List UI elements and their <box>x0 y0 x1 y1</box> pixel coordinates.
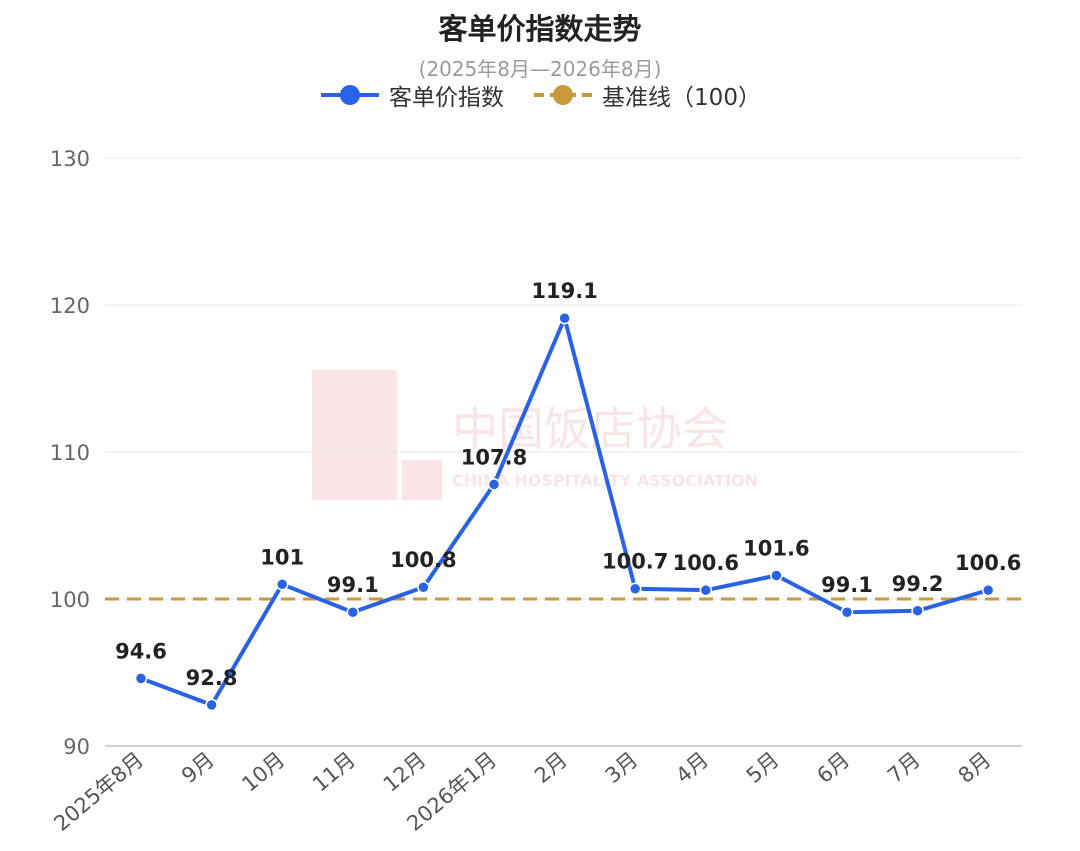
index-data-point[interactable] <box>628 582 642 595</box>
index-data-point[interactable] <box>558 311 571 325</box>
legend-line-solid-icon <box>321 85 380 105</box>
x-tick-label: 7月 <box>883 747 925 787</box>
x-tick-label: 9月 <box>177 747 219 787</box>
x-tick-label: 2月 <box>530 747 572 787</box>
x-tick-label: 12月 <box>379 747 431 796</box>
y-tick-label: 110 <box>50 441 90 465</box>
data-label: 119.1 <box>531 279 597 303</box>
series-layer <box>105 311 1022 712</box>
x-tick-label: 6月 <box>812 747 854 787</box>
legend-item-index[interactable]: 客单价指数 <box>319 78 504 112</box>
index-data-point[interactable] <box>699 583 713 597</box>
index-data-point[interactable] <box>134 672 148 685</box>
y-tick-label: 130 <box>50 147 90 171</box>
legend-label-baseline: 基准线（100） <box>602 85 761 111</box>
index-data-point[interactable] <box>275 578 289 591</box>
chart-title: 客单价指数走势 <box>438 12 642 46</box>
legend-item-baseline[interactable]: 基准线（100） <box>532 78 761 112</box>
y-tick-label: 90 <box>63 735 90 759</box>
index-data-point[interactable] <box>205 698 218 712</box>
data-label: 99.1 <box>821 573 873 597</box>
index-data-point[interactable] <box>840 605 854 619</box>
x-tick-label: 8月 <box>954 747 996 787</box>
index-data-point[interactable] <box>911 604 924 618</box>
data-label: 99.1 <box>327 573 379 597</box>
data-label: 100.7 <box>602 550 668 574</box>
x-tick-label: 5月 <box>742 747 784 787</box>
legend-label-index: 客单价指数 <box>389 85 505 111</box>
data-label: 94.6 <box>115 639 167 663</box>
legend-line-dashed-icon <box>534 85 593 105</box>
y-tick-label: 100 <box>50 588 90 612</box>
index-data-point[interactable] <box>770 569 783 582</box>
x-tick-label: 2025年8月 <box>49 747 148 835</box>
index-data-point[interactable] <box>346 605 360 619</box>
data-label: 107.8 <box>461 445 527 469</box>
legend: 客单价指数 基准线（100） <box>0 78 1080 112</box>
y-tick-label: 120 <box>50 294 90 318</box>
data-label: 100.6 <box>955 551 1021 575</box>
x-tick-label: 11月 <box>308 747 360 796</box>
data-label: 100.6 <box>673 551 739 575</box>
data-label: 100.8 <box>390 548 456 572</box>
grid-lines <box>105 157 1022 747</box>
y-axis: 90 100 110 120 130 <box>50 147 90 759</box>
x-tick-label: 3月 <box>601 747 643 787</box>
index-data-point[interactable] <box>417 580 430 594</box>
data-label: 101.6 <box>743 536 809 560</box>
chart-subtitle: (2025年8月—2026年8月) <box>418 57 662 81</box>
index-data-point[interactable] <box>981 583 995 597</box>
x-tick-label: 4月 <box>671 747 713 787</box>
data-label: 92.8 <box>186 666 238 690</box>
x-tick-label: 10月 <box>237 747 289 796</box>
index-series-line <box>140 316 989 707</box>
data-label: 101 <box>260 545 304 569</box>
index-data-point[interactable] <box>487 478 501 491</box>
data-label: 99.2 <box>892 572 944 596</box>
